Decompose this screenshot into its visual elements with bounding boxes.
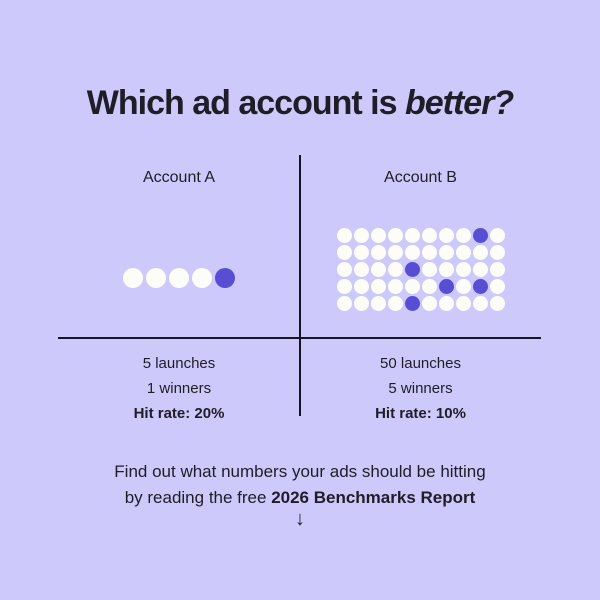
account-b-hit-rate: Hit rate: 10% [375,405,466,422]
launch-dot [387,262,403,277]
launch-dot [370,262,386,277]
launch-dot [438,228,454,243]
launch-dot [336,228,352,243]
page-title: Which ad account is better? [0,84,600,123]
account-b-launches: 50 launches [380,355,461,372]
title-prefix: Which ad account is [86,84,405,122]
launch-dot [387,245,403,260]
launch-dot [455,279,471,294]
winner-dot [438,279,454,294]
launch-dot [489,245,505,260]
account-b-label: Account B [384,169,457,186]
launch-dot [489,262,505,277]
vertical-divider [299,155,301,416]
launch-dot [336,279,352,294]
account-a-hit-rate: Hit rate: 20% [133,405,225,422]
launch-dot [421,296,437,311]
footer-report-name: 2026 Benchmarks Report [271,488,476,507]
launch-dot [353,228,369,243]
winner-dot [404,296,420,311]
account-a-launches: 5 launches [142,355,216,372]
launch-dot [370,279,386,294]
launch-dot [421,279,437,294]
horizontal-divider [58,337,541,339]
down-arrow-icon: ↓ [295,508,305,530]
winner-dot [215,268,235,288]
launch-dot [169,268,189,288]
launch-dot [353,245,369,260]
launch-dot [438,245,454,260]
launch-dot [472,296,488,311]
winner-dot [404,262,420,277]
launch-dot [370,296,386,311]
launch-dot [421,228,437,243]
launch-dot [472,245,488,260]
launch-dot [387,279,403,294]
launch-dot [336,296,352,311]
launch-dot [489,296,505,311]
launch-dot [455,296,471,311]
account-b-stats: 50 launches 5 winners Hit rate: 10% [300,351,541,426]
launch-dot [370,245,386,260]
launch-dot [472,262,488,277]
account-a-winners: 1 winners [146,380,212,397]
launch-dot [404,279,420,294]
launch-dot [489,228,505,243]
launch-dot [387,296,403,311]
launch-dot [438,262,454,277]
launch-dot [336,245,352,260]
launch-dot [421,245,437,260]
winner-dot [472,228,488,243]
launch-dot [421,262,437,277]
launch-dot [353,262,369,277]
launch-dot [353,296,369,311]
account-a-label: Account A [142,169,216,186]
launch-dot [404,228,420,243]
launch-dot [370,228,386,243]
winner-dot [472,279,488,294]
launch-dot [455,228,471,243]
account-a-dot-chart [58,268,300,288]
launch-dot [387,228,403,243]
launch-dot [192,268,212,288]
footer-line2: by reading the free 2026 Benchmarks Repo… [0,485,600,511]
footer-line2-prefix: by reading the free [124,488,272,507]
account-a-stats: 5 launches 1 winners Hit rate: 20% [58,351,300,426]
launch-dot [455,245,471,260]
launch-dot [489,279,505,294]
footer-line1: Find out what numbers your ads should be… [114,462,486,481]
launch-dot [123,268,143,288]
launch-dot [438,296,454,311]
launch-dot [146,268,166,288]
account-b-winners: 5 winners [388,380,453,397]
launch-dot [404,245,420,260]
launch-dot [353,279,369,294]
title-emphasis: better? [404,84,514,122]
launch-dot [455,262,471,277]
footer-text: Find out what numbers your ads should be… [0,459,600,511]
launch-dot [336,262,352,277]
account-b-dot-chart [300,228,541,311]
